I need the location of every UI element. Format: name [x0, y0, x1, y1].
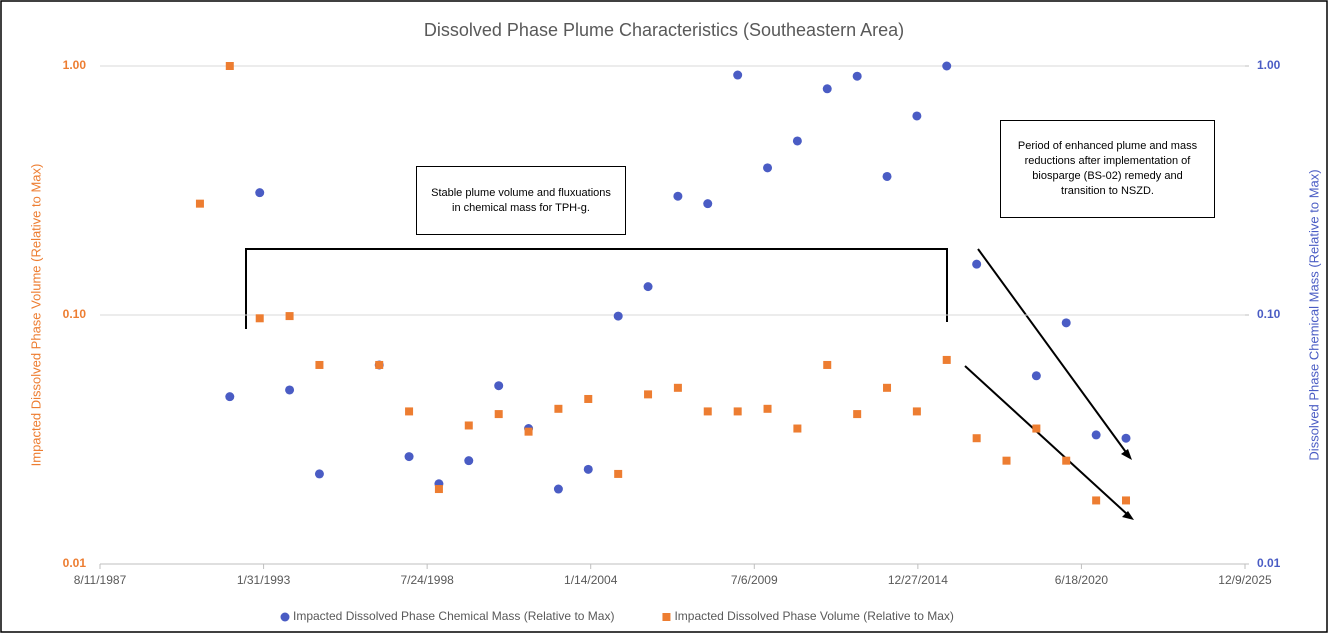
point	[733, 407, 742, 416]
point	[792, 136, 802, 146]
point	[972, 434, 981, 443]
point	[494, 381, 504, 391]
y2-tick-label: 0.10	[1257, 307, 1281, 321]
point	[1061, 318, 1071, 328]
point	[733, 70, 743, 80]
point	[195, 199, 204, 208]
x-tick-label: 12/27/2014	[888, 573, 948, 587]
point	[553, 484, 563, 494]
point	[643, 282, 653, 292]
point	[1092, 496, 1101, 505]
point	[703, 199, 713, 209]
point	[225, 392, 235, 402]
y-tick-label: 1.00	[63, 58, 87, 72]
point	[763, 163, 773, 173]
x-tick-label: 1/31/1993	[237, 573, 291, 587]
point	[644, 390, 653, 399]
point	[942, 355, 951, 364]
point	[912, 407, 921, 416]
annotation: Stable plume volume and fluxuations in c…	[416, 166, 626, 235]
point	[822, 84, 832, 94]
point	[1091, 430, 1101, 440]
x-tick-label: 1/14/2004	[564, 573, 618, 587]
point	[1062, 456, 1071, 465]
point	[883, 383, 892, 392]
point	[464, 456, 474, 466]
point	[314, 469, 324, 479]
point	[225, 62, 234, 70]
point	[912, 111, 922, 121]
annotation: Period of enhanced plume and mass reduct…	[1000, 120, 1215, 218]
legend-marker	[662, 613, 671, 621]
y2-tick-label: 1.00	[1257, 58, 1281, 72]
point	[584, 394, 593, 403]
point	[1032, 424, 1041, 433]
bracket	[245, 248, 948, 329]
point	[852, 71, 862, 81]
point	[494, 410, 503, 419]
point	[554, 404, 563, 413]
y-tick-label: 0.01	[63, 556, 87, 570]
arrow	[977, 248, 1129, 456]
annotation-shapes	[245, 248, 1129, 516]
point	[942, 61, 952, 71]
y2-axis-label: Dissolved Phase Chemical Mass (Relative …	[1306, 169, 1321, 460]
legend-label: Impacted Dissolved Phase Chemical Mass (…	[293, 609, 614, 623]
point	[464, 421, 473, 430]
point	[613, 311, 623, 321]
arrow	[964, 365, 1129, 516]
point	[1031, 371, 1041, 381]
y2-tick-label: 0.01	[1257, 556, 1281, 570]
point	[524, 427, 533, 436]
point	[793, 424, 802, 433]
point	[404, 452, 414, 462]
x-tick-label: 8/11/1987	[74, 573, 127, 587]
point	[763, 404, 772, 413]
x-tick-label: 7/6/2009	[731, 573, 778, 587]
point	[255, 314, 264, 323]
point	[972, 259, 982, 269]
point	[614, 469, 623, 478]
point	[853, 410, 862, 419]
legend-label: Impacted Dissolved Phase Volume (Relativ…	[674, 609, 953, 623]
point	[1122, 496, 1131, 505]
legend-marker	[280, 612, 290, 622]
point	[434, 485, 443, 494]
point	[315, 360, 324, 369]
point	[1121, 433, 1131, 443]
arrow-head	[1121, 449, 1132, 460]
y-axis-label: Impacted Dissolved Phase Volume (Relativ…	[28, 164, 43, 467]
point	[285, 385, 295, 395]
point	[703, 407, 712, 416]
point	[1002, 456, 1011, 465]
point	[673, 383, 682, 392]
x-tick-label: 6/18/2020	[1055, 573, 1109, 587]
point	[255, 188, 265, 198]
point	[673, 191, 683, 201]
arrow-head	[1122, 511, 1134, 520]
point	[285, 312, 294, 321]
point	[823, 360, 832, 369]
x-tick-label: 12/9/2025	[1218, 573, 1272, 587]
y-tick-label: 0.10	[63, 307, 87, 321]
point	[375, 360, 384, 369]
point	[882, 171, 892, 181]
point	[405, 407, 414, 416]
x-tick-label: 7/24/1998	[400, 573, 454, 587]
point	[583, 464, 593, 474]
chart-title: Dissolved Phase Plume Characteristics (S…	[424, 20, 904, 40]
